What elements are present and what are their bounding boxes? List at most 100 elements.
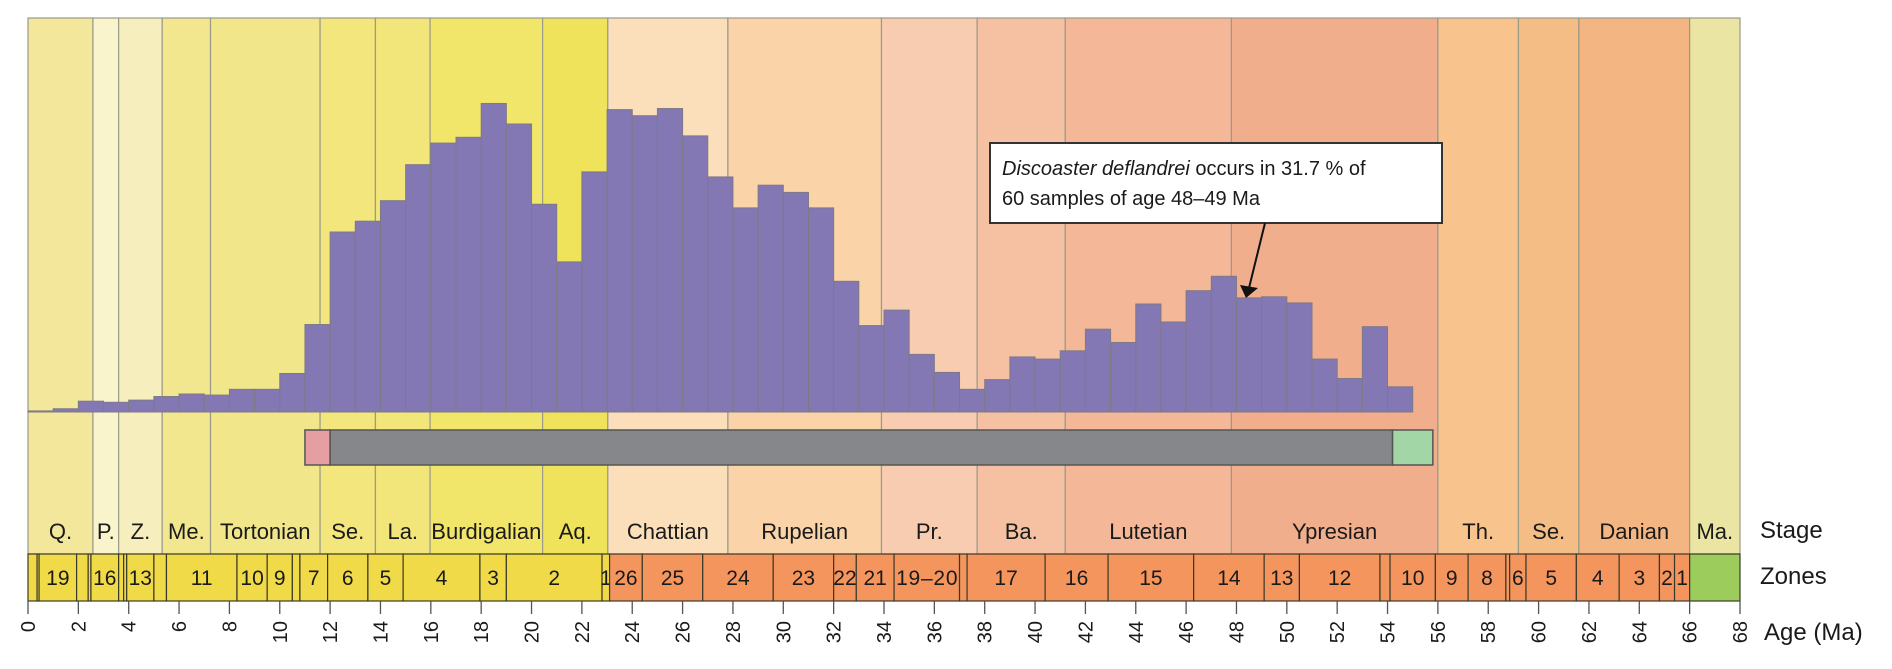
stage-label: Ba. <box>1005 519 1038 544</box>
histogram-bar <box>1059 350 1086 413</box>
x-tick-label: 44 <box>1126 621 1148 643</box>
stage-band <box>1230 17 1439 555</box>
zone-cell <box>75 553 89 602</box>
histogram-bar <box>379 200 407 413</box>
stage-band <box>118 17 163 555</box>
histogram-bar <box>858 325 885 413</box>
histogram-bar <box>933 371 961 413</box>
stage-label: Se. <box>1532 519 1565 544</box>
stage-band <box>1517 17 1580 555</box>
histogram-bar <box>1034 358 1061 413</box>
x-tick-label: 38 <box>975 621 997 643</box>
zone-cell <box>505 553 603 602</box>
x-tick-label: 20 <box>522 621 544 643</box>
histogram-bar <box>103 401 130 413</box>
zone-cell <box>702 553 774 602</box>
histogram-bar <box>480 102 507 413</box>
zone-cell <box>38 553 78 602</box>
annotation-line-1: Discoaster deflandrei occurs in 31.7 % o… <box>1002 158 1366 180</box>
stage-label: Ma. <box>1696 519 1733 544</box>
zone-label: 25 <box>661 567 684 590</box>
x-tick-label: 16 <box>421 621 443 643</box>
histogram-bar <box>908 353 935 413</box>
stage-label: Th. <box>1462 519 1494 544</box>
stage-label: Z. <box>131 519 151 544</box>
histogram-bar <box>959 388 986 413</box>
histogram-bar <box>883 309 910 413</box>
stage-label: Lutetian <box>1109 519 1187 544</box>
zone-label: 6 <box>1512 567 1524 590</box>
x-tick-label: 22 <box>572 621 594 643</box>
x-tick-label: 42 <box>1075 621 1097 643</box>
zone-label: 5 <box>380 567 392 590</box>
histogram-bars <box>27 102 1414 413</box>
histogram-bar <box>782 191 809 413</box>
histogram-bar <box>1185 290 1212 413</box>
stage-label: Danian <box>1599 519 1669 544</box>
histogram-bar <box>807 207 835 413</box>
x-tick-label: 14 <box>370 621 392 643</box>
histogram-bar <box>631 115 658 413</box>
annotation-arrow <box>1248 222 1266 289</box>
x-tick-label: 12 <box>320 621 342 643</box>
zone-cell <box>1434 553 1469 602</box>
zone-label: 8 <box>1481 567 1493 590</box>
annotation-box <box>989 142 1443 224</box>
zone-cell <box>1389 553 1436 602</box>
histogram-bar <box>1009 356 1036 413</box>
x-tick-label: 68 <box>1730 621 1752 643</box>
histogram-bar <box>1311 358 1338 413</box>
zone-label: 9 <box>274 567 286 590</box>
x-tick-label: 30 <box>773 621 795 643</box>
x-tick-label: 60 <box>1529 621 1551 643</box>
x-tick-label: 8 <box>219 621 241 632</box>
x-tick-label: 46 <box>1176 621 1198 643</box>
x-tick-label: 40 <box>1025 621 1047 643</box>
zone-cell <box>291 553 301 602</box>
histogram-bar <box>682 135 709 413</box>
zone-cell <box>1263 553 1301 602</box>
zone-label: 2 <box>548 567 560 590</box>
histogram-bar <box>1210 275 1237 413</box>
histogram-bar <box>1084 328 1112 413</box>
zone-label: 21 <box>864 567 887 590</box>
stage-label: Tortonian <box>220 519 311 544</box>
stage-band <box>209 17 321 555</box>
histogram-bar <box>455 136 482 413</box>
histogram-bar <box>1361 326 1389 413</box>
stage-band <box>1064 17 1233 555</box>
x-tick-label: 4 <box>119 621 141 632</box>
zone-cell <box>1689 553 1741 602</box>
zone-label: 12 <box>1328 567 1351 590</box>
zone-label: 5 <box>1545 567 1557 590</box>
histogram-bar <box>984 379 1011 413</box>
histogram-bar <box>1336 378 1363 413</box>
age-axis-label: Age (Ma) <box>1764 619 1863 646</box>
histogram-bar <box>1135 303 1162 413</box>
histogram-bar <box>757 184 784 413</box>
zone-label: 9 <box>1446 567 1458 590</box>
histogram-bar <box>606 109 633 413</box>
histogram-bar <box>354 220 381 413</box>
x-tick-label: 36 <box>924 621 946 643</box>
zones-row-label: Zones <box>1760 563 1827 590</box>
histogram-bar <box>1160 321 1187 413</box>
stage-row-label: Stage <box>1760 517 1823 544</box>
histogram-bar <box>128 399 155 413</box>
histogram-bar <box>228 388 256 413</box>
zone-label: 7 <box>308 567 320 590</box>
x-tick-label: 34 <box>874 621 896 643</box>
stage-backgrounds <box>27 17 1741 555</box>
stage-band <box>161 17 212 555</box>
histogram-bar <box>430 142 457 413</box>
histogram-bar <box>254 388 281 413</box>
x-tick-label: 10 <box>270 621 292 643</box>
histogram-bar <box>77 400 105 413</box>
histogram-bar <box>732 207 759 413</box>
histogram-bar <box>1261 296 1288 413</box>
stage-label: Aq. <box>559 519 592 544</box>
zone-cell <box>893 553 961 602</box>
zone-label: 19 <box>46 567 69 590</box>
zone-label: 22 <box>833 567 856 590</box>
